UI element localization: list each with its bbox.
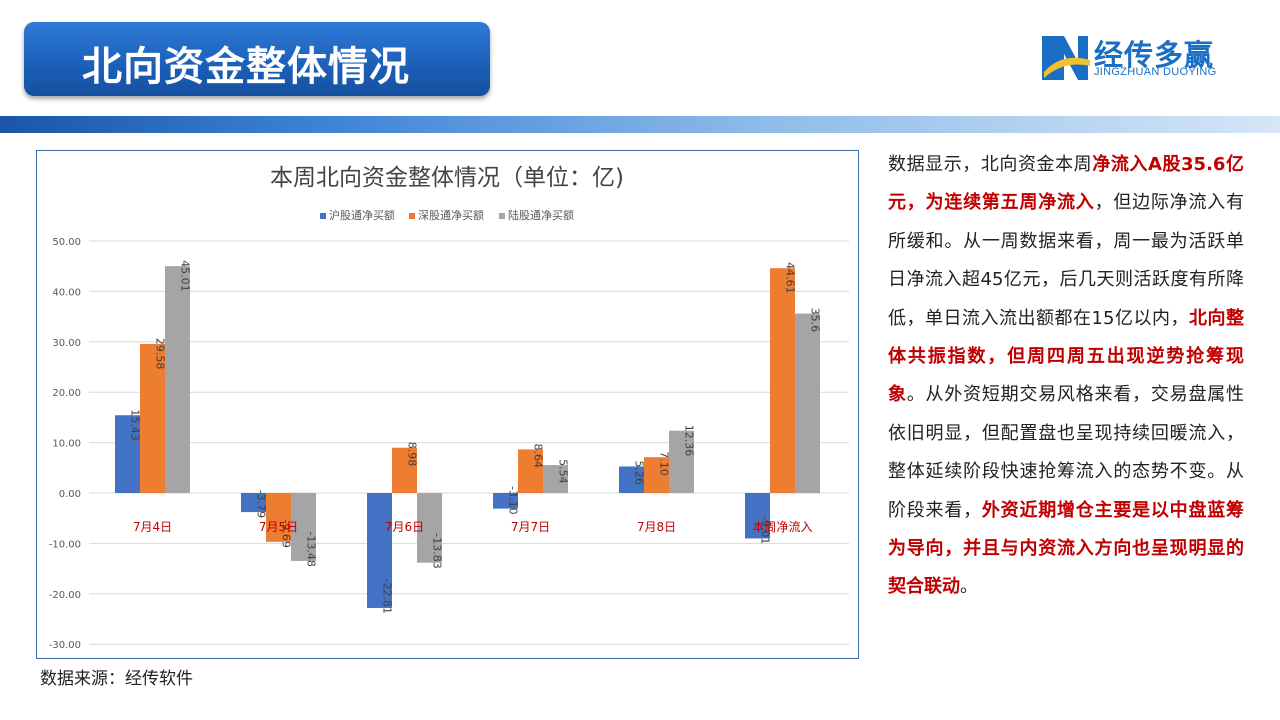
highlighted-text: 外资近期增仓主要是以中盘蓝筹为导向，并且与内资流入方向也呈现明显的契合联动: [888, 499, 1245, 598]
category-label: 7月4日: [133, 520, 172, 534]
data-label: -13.83: [431, 533, 444, 568]
logo-subtitle: JINGZHUAN DUOYING: [1094, 66, 1217, 78]
y-tick-label: 0.00: [59, 489, 81, 500]
data-label: 15.43: [129, 409, 142, 441]
highlighted-text: 北向整体共振指数，但周四周五出现逆势抢筹现象: [888, 307, 1245, 406]
legend-entry: 深股通净买额: [418, 208, 484, 222]
y-tick-label: -30.00: [49, 640, 81, 651]
header-stripe: [0, 116, 1280, 133]
bar: [140, 343, 165, 493]
legend-swatch: [320, 213, 326, 219]
bar: [493, 493, 518, 509]
data-label: 29.58: [154, 338, 167, 370]
y-tick-label: 30.00: [52, 338, 81, 349]
bar: [619, 466, 644, 493]
data-source: 数据来源：经传软件: [40, 669, 193, 689]
logo-text: 经传多赢: [1094, 38, 1215, 72]
logo: 经传多赢 JINGZHUAN DUOYING: [1040, 32, 1260, 84]
category-label: 7月6日: [385, 520, 424, 534]
logo-mark-icon: [1042, 36, 1090, 80]
chart-title: 本周北向资金整体情况（单位：亿): [270, 165, 624, 191]
y-tick-label: 10.00: [52, 439, 81, 450]
category-label: 7月5日: [259, 520, 298, 534]
y-tick-label: -10.00: [49, 539, 81, 550]
y-tick-label: -20.00: [49, 590, 81, 601]
bar: [417, 493, 442, 563]
legend-entry: 沪股通净买额: [329, 208, 395, 222]
bar: [115, 415, 140, 493]
bar: [291, 493, 316, 561]
data-label: 44.61: [784, 262, 797, 294]
category-label: 7月7日: [511, 520, 550, 534]
data-label: -22.81: [381, 578, 394, 613]
bar: [266, 493, 291, 542]
data-label: 12.36: [683, 425, 696, 457]
bar: [543, 465, 568, 493]
bar: [644, 457, 669, 493]
analysis-paragraph: 数据显示，北向资金本周净流入A股35.6亿元，为连续第五周净流入，但边际净流入有…: [888, 146, 1244, 607]
bar: [795, 313, 820, 493]
bar: [669, 430, 694, 493]
data-label: -9.69: [280, 519, 293, 547]
bar: [770, 268, 795, 493]
category-label: 7月8日: [637, 520, 676, 534]
bar-chart: 本周北向资金整体情况（单位：亿) 沪股通净买额 深股通净买额 陆股通净买额 50.00 4…: [49, 165, 849, 651]
y-tick-label: 40.00: [52, 287, 81, 298]
data-label: 5.26: [633, 460, 646, 485]
bar: [367, 493, 392, 608]
data-label: 35.6: [809, 308, 822, 333]
bar: [745, 493, 770, 539]
data-label: 5.54: [557, 459, 570, 484]
data-label: -9.01: [759, 516, 772, 544]
paragraph-text: 数据显示，北向资金本周: [888, 154, 1093, 175]
category-label: 本周净流入: [752, 520, 812, 534]
bar: [165, 266, 190, 493]
page-title: 北向资金整体情况: [82, 44, 410, 90]
bar: [518, 449, 543, 493]
highlighted-text: 净流入A股35.6亿元，为连续第五周净流入: [888, 154, 1244, 214]
data-label: -3.79: [255, 490, 268, 518]
y-tick-label: 50.00: [52, 237, 81, 248]
paragraph-text: 。: [960, 576, 978, 598]
chart-frame: 本周北向资金整体情况（单位：亿) 沪股通净买额 深股通净买额 陆股通净买额 50.00 4…: [36, 150, 859, 659]
y-tick-label: 20.00: [52, 388, 81, 399]
legend-swatch: [499, 213, 505, 219]
data-label: -3.10: [507, 486, 520, 514]
legend-swatch: [409, 213, 415, 219]
data-label: 8.98: [406, 442, 419, 467]
data-label: 8.64: [532, 443, 545, 468]
data-label: -13.48: [305, 531, 318, 566]
legend-entry: 陆股通净买额: [508, 208, 574, 222]
bar: [241, 493, 266, 513]
paragraph-text: 。从外资短期交易风格来看，交易盘属性依旧明显，但配置盘也呈现持续回暖流入，整体延…: [888, 384, 1245, 521]
data-label: 7.10: [658, 451, 671, 476]
bar: [392, 447, 417, 493]
title-banner: 北向资金整体情况: [24, 22, 490, 96]
paragraph-text: ，但边际净流入有所缓和。从一周数据来看，周一最为活跃单日净流入超45亿元，后几天…: [888, 192, 1245, 329]
data-label: 45.01: [179, 260, 192, 292]
